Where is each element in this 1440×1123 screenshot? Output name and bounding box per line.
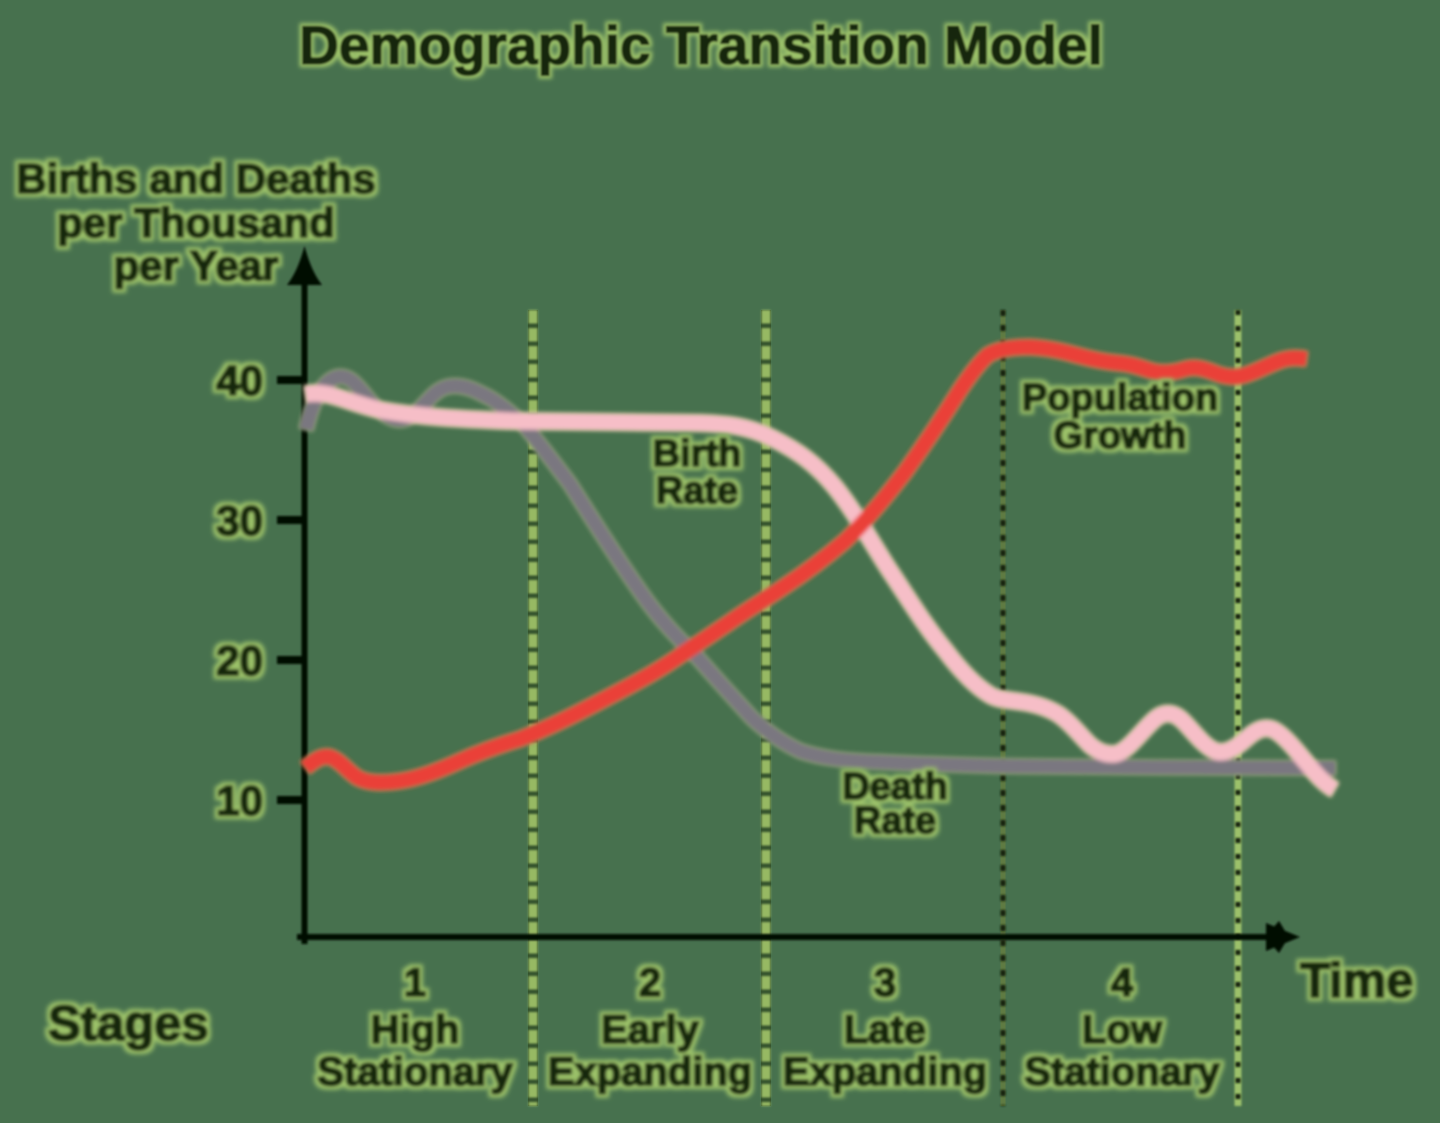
svg-text:Expanding: Expanding [548,1050,752,1094]
svg-text:2: 2 [639,961,661,1005]
svg-text:20: 20 [216,637,263,684]
svg-text:per Thousand: per Thousand [57,199,335,246]
svg-text:1: 1 [404,961,426,1005]
svg-text:Births and Deaths: Births and Deaths [16,155,375,202]
svg-text:Low: Low [1082,1008,1163,1052]
svg-text:Rate: Rate [656,470,738,512]
svg-text:Late: Late [844,1008,926,1052]
svg-text:High: High [371,1008,460,1052]
svg-text:Stages: Stages [48,997,209,1051]
svg-text:10: 10 [216,777,263,824]
svg-text:Growth: Growth [1054,415,1187,457]
svg-text:Early: Early [601,1008,700,1052]
svg-text:Stationary: Stationary [317,1050,513,1094]
svg-text:Demographic Transition Model: Demographic Transition Model [299,14,1103,76]
svg-text:40: 40 [216,357,263,404]
svg-text:Population: Population [1022,377,1218,419]
svg-text:Death: Death [842,766,948,808]
svg-text:Rate: Rate [854,800,936,842]
svg-text:30: 30 [216,497,263,544]
svg-text:4: 4 [1111,961,1134,1005]
svg-text:Expanding: Expanding [783,1050,987,1094]
svg-text:3: 3 [874,961,896,1005]
svg-text:per Year: per Year [113,242,278,289]
svg-text:Time: Time [1300,954,1413,1008]
svg-text:Stationary: Stationary [1024,1050,1220,1094]
svg-text:Birth: Birth [653,433,742,475]
